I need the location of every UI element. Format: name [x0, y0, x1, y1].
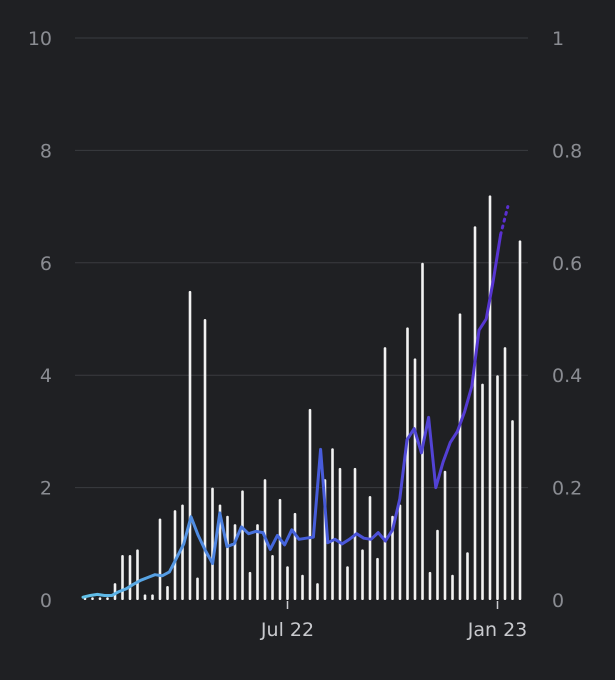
series-line — [81, 233, 503, 599]
bar — [331, 448, 334, 600]
bar — [421, 262, 424, 600]
bar — [428, 571, 432, 600]
bar — [143, 594, 147, 600]
x-tick-label: Jan 23 — [467, 619, 528, 641]
bar — [286, 566, 289, 600]
bar — [98, 597, 102, 600]
bar — [511, 420, 514, 600]
y-right-tick-label: 0.8 — [552, 140, 582, 162]
x-axis: Jul 22 Jan 23 — [260, 601, 527, 641]
bar — [518, 240, 522, 600]
bar — [173, 510, 177, 600]
bar — [151, 594, 154, 600]
bar — [376, 557, 379, 600]
y-left-tick-label: 10 — [28, 28, 52, 50]
bar — [346, 566, 349, 600]
bar — [338, 467, 342, 600]
series-line-projection — [499, 205, 510, 237]
y-right-tick-label: 0.6 — [552, 253, 582, 275]
bar-series — [83, 195, 522, 601]
bar — [406, 327, 409, 600]
bar — [361, 549, 364, 600]
bar — [413, 358, 417, 600]
bar — [473, 226, 477, 600]
bar — [106, 597, 109, 600]
bar — [368, 496, 372, 600]
bar — [158, 518, 162, 600]
line-series — [81, 205, 510, 599]
bar — [398, 504, 402, 600]
bar — [211, 487, 214, 600]
y-right-tick-label: 0 — [552, 590, 564, 612]
bar — [458, 313, 462, 600]
bar — [188, 290, 192, 600]
y-axis-right: 0 0.2 0.4 0.6 0.8 1 — [552, 28, 582, 612]
bar — [391, 515, 394, 600]
bar — [121, 555, 124, 600]
bar — [451, 574, 454, 600]
bar — [128, 555, 132, 600]
bar — [218, 504, 222, 600]
bar — [181, 504, 184, 600]
bar — [308, 408, 312, 600]
bar — [436, 529, 439, 600]
bar — [293, 512, 297, 600]
bar — [136, 549, 139, 600]
bar — [316, 583, 319, 600]
bar — [196, 577, 199, 600]
bar — [91, 597, 94, 600]
y-left-tick-label: 4 — [40, 365, 52, 387]
bar — [226, 515, 229, 600]
y-left-tick-label: 6 — [40, 253, 52, 275]
y-right-tick-label: 0.4 — [552, 365, 582, 387]
x-tick-label: Jul 22 — [260, 619, 314, 641]
bar — [248, 571, 252, 600]
y-right-tick-label: 0.2 — [552, 478, 582, 500]
bar — [503, 347, 507, 600]
y-axis-left: 0 2 4 6 8 10 — [28, 28, 52, 612]
bar — [443, 470, 447, 600]
y-left-tick-label: 2 — [40, 478, 52, 500]
y-left-tick-label: 8 — [40, 140, 52, 162]
bar — [256, 524, 259, 600]
bar — [241, 490, 244, 600]
grid-lines — [75, 37, 528, 489]
bar — [233, 524, 237, 600]
bar — [496, 375, 499, 600]
y-right-tick-label: 1 — [552, 28, 564, 50]
bar — [466, 552, 469, 600]
bar — [166, 585, 169, 600]
bar — [488, 195, 492, 601]
bar — [383, 347, 387, 600]
bar — [481, 383, 484, 600]
bar — [271, 555, 274, 600]
bar — [278, 498, 282, 600]
bar — [203, 319, 207, 600]
bar — [301, 574, 304, 600]
y-left-tick-label: 0 — [40, 590, 52, 612]
